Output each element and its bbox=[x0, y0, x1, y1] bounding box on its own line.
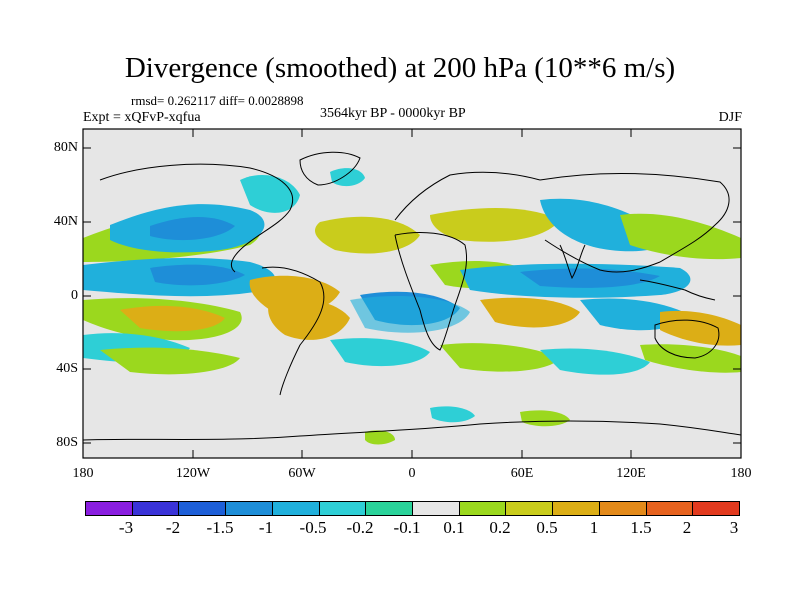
y-tick-label: 80S bbox=[56, 435, 78, 450]
field-antarctic-green2 bbox=[365, 430, 395, 445]
x-tick-label: 180 bbox=[730, 466, 752, 481]
experiment-label: Expt = xQFvP-xqfua bbox=[83, 110, 201, 125]
coast-africa bbox=[394, 231, 468, 351]
colorbar-swatch bbox=[132, 502, 180, 515]
colorbar-label: -1.5 bbox=[206, 518, 234, 537]
coast-asia bbox=[539, 172, 730, 273]
colorbar-swatch bbox=[272, 502, 320, 515]
coast-europe bbox=[394, 171, 541, 221]
colorbar-label: 3 bbox=[729, 518, 739, 537]
field-antarctic-green bbox=[520, 410, 570, 427]
colorbar-label: 2 bbox=[682, 518, 692, 537]
coast-north-america bbox=[99, 163, 293, 273]
field-so-pacific-green bbox=[100, 347, 240, 375]
coast-australia bbox=[654, 319, 720, 359]
field-so-atlantic-cyan bbox=[330, 338, 430, 367]
colorbar-label: -0.1 bbox=[393, 518, 421, 537]
colorbar-swatch bbox=[599, 502, 647, 515]
colorbar bbox=[85, 501, 740, 516]
x-tick-label: 60E bbox=[510, 466, 534, 481]
colorbar-swatch bbox=[693, 502, 740, 515]
colorbar-swatch bbox=[506, 502, 554, 515]
period-label: 3564kyr BP - 0000kyr BP bbox=[320, 106, 466, 121]
y-tick-label: 40S bbox=[56, 361, 78, 376]
colorbar-label: 0.1 bbox=[443, 518, 465, 537]
field-atlantic-green bbox=[315, 216, 420, 254]
x-tick-label: 0 bbox=[408, 466, 416, 481]
x-tick-label: 120E bbox=[616, 466, 646, 481]
colorbar-label: 1 bbox=[589, 518, 599, 537]
field-australia-orange bbox=[660, 310, 741, 346]
colorbar-swatch bbox=[86, 502, 133, 515]
field-north-pacific-blue bbox=[150, 217, 235, 241]
colorbar-swatch bbox=[319, 502, 367, 515]
colorbar-label: -3 bbox=[118, 518, 134, 537]
field-south-pacific-orange bbox=[120, 305, 225, 332]
coast-maritime bbox=[639, 279, 716, 301]
y-tick-label: 80N bbox=[53, 140, 78, 155]
coast-south-america bbox=[261, 266, 325, 396]
season-label: DJF bbox=[718, 110, 742, 125]
field-south-atlantic-cyan bbox=[350, 296, 470, 333]
field-south-indian-orange bbox=[480, 297, 580, 328]
colorbar-label: 1.5 bbox=[630, 518, 652, 537]
coast-greenland bbox=[299, 151, 361, 186]
colorbar-swatch bbox=[413, 502, 460, 515]
colorbar-label: -2 bbox=[165, 518, 181, 537]
stats-label: rmsd= 0.262117 diff= 0.0028898 bbox=[131, 93, 304, 108]
field-eurasia-green bbox=[430, 208, 560, 242]
colorbar-swatch bbox=[646, 502, 694, 515]
coastlines bbox=[83, 151, 741, 441]
x-tick-label: 120W bbox=[175, 466, 211, 481]
y-tick-label: 40N bbox=[53, 214, 78, 229]
axis-ticks bbox=[83, 129, 741, 458]
field-indian-blue bbox=[520, 268, 660, 288]
field-westpac-green bbox=[620, 213, 741, 260]
colorbar-swatch bbox=[226, 502, 273, 515]
colorbar-label: -0.2 bbox=[346, 518, 374, 537]
x-tick-label: 180 bbox=[72, 466, 94, 481]
x-tick-label: 60W bbox=[288, 466, 316, 481]
coast-antarctica bbox=[83, 420, 741, 441]
colorbar-swatch bbox=[179, 502, 227, 515]
colorbar-label: 0.2 bbox=[489, 518, 511, 537]
field-arctic-cyan bbox=[330, 168, 365, 187]
field-so-australia-green bbox=[640, 344, 741, 373]
field-southamerica-orange bbox=[268, 298, 350, 340]
field-antarctic-cyan bbox=[430, 406, 475, 423]
field-so-indian-cyan bbox=[540, 348, 650, 375]
field-so-indian-green bbox=[440, 343, 560, 372]
y-tick-label: 0 bbox=[71, 288, 78, 303]
colorbar-label: -0.5 bbox=[299, 518, 327, 537]
colorbar-swatch bbox=[366, 502, 414, 515]
field-eq-pacific-blue bbox=[150, 264, 245, 286]
colorbar-label: 0.5 bbox=[536, 518, 558, 537]
colorbar-swatch bbox=[553, 502, 600, 515]
colorbar-label: -1 bbox=[258, 518, 274, 537]
colorbar-swatch bbox=[459, 502, 507, 515]
chart-title: Divergence (smoothed) at 200 hPa (10**6 … bbox=[124, 52, 676, 84]
coast-india bbox=[559, 244, 586, 280]
